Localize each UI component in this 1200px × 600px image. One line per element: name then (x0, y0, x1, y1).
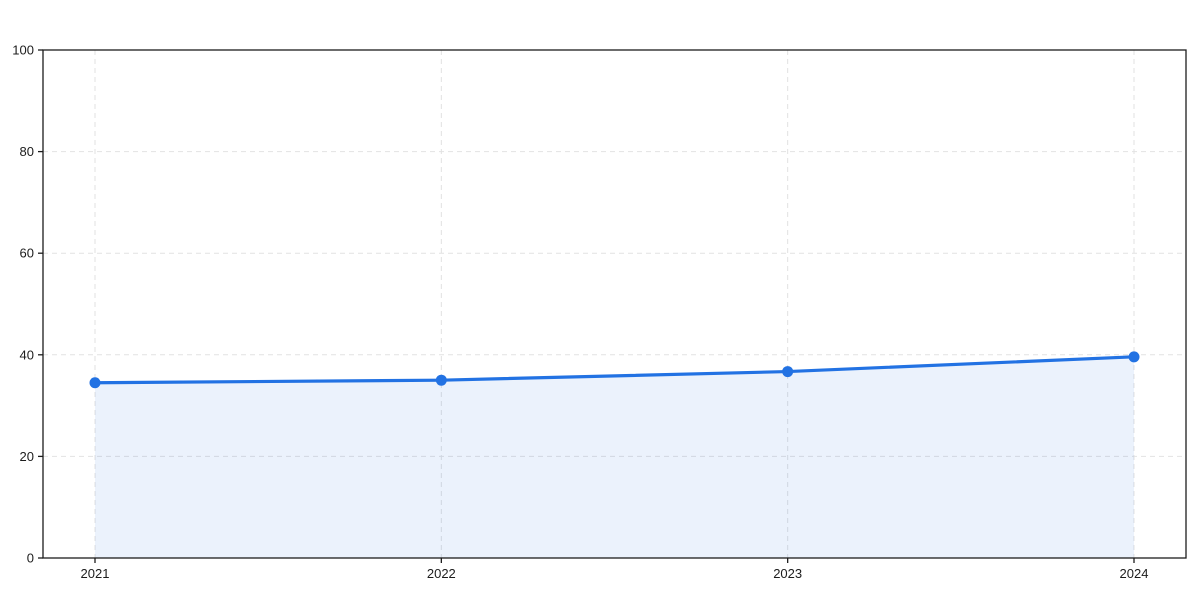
trend-line (93, 355, 1136, 385)
plot-border (42, 49, 1187, 559)
data-point-2023 (782, 366, 794, 378)
x-tick-label: 2024 (1120, 566, 1149, 581)
y-tick-label: 60 (20, 246, 34, 261)
data-point-2024 (1128, 351, 1140, 363)
data-point-2022 (435, 374, 447, 386)
x-tick-label: 2022 (427, 566, 456, 581)
x-tick-label: 2023 (773, 566, 802, 581)
y-tick-label: 100 (12, 43, 34, 58)
y-tick-label: 40 (20, 347, 34, 362)
y-tick-label: 0 (27, 551, 34, 566)
data-point-2021 (89, 377, 101, 389)
x-tick-label: 2021 (81, 566, 110, 581)
y-tick-label: 80 (20, 144, 34, 159)
y-tick-label: 20 (20, 449, 34, 464)
area-fill (95, 356, 1134, 558)
